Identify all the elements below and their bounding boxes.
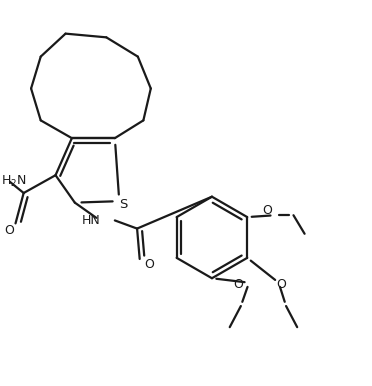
Text: O: O [144, 258, 154, 271]
Text: O: O [263, 204, 272, 217]
Text: O: O [4, 224, 14, 237]
Text: O: O [276, 278, 286, 291]
Text: O: O [233, 278, 243, 291]
Text: HN: HN [82, 214, 101, 227]
Text: S: S [119, 198, 127, 211]
Text: H$_2$N: H$_2$N [1, 174, 26, 189]
